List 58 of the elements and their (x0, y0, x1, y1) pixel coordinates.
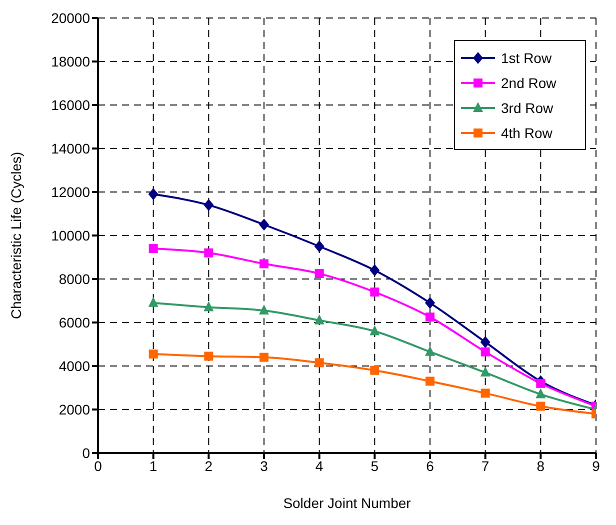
point (204, 301, 214, 312)
point (536, 378, 546, 388)
y-tick-label: 8000 (58, 270, 90, 287)
point (204, 199, 214, 212)
point (425, 296, 435, 309)
point (425, 346, 435, 356)
x-tick-label: 2 (204, 458, 213, 474)
point (259, 218, 269, 231)
y-axis-title: Characteristic Life (Cycles) (8, 152, 24, 320)
point (370, 366, 380, 375)
point (259, 304, 269, 315)
x-tick-label: 3 (260, 458, 268, 474)
y-tick-label: 12000 (51, 184, 90, 200)
point (314, 358, 324, 368)
legend-label: 1st Row (501, 50, 552, 66)
x-tick-label: 8 (536, 458, 545, 474)
point (314, 269, 324, 278)
y-tick-label: 0 (82, 444, 90, 461)
legend-label: 4th Row (501, 124, 552, 140)
point (536, 402, 546, 411)
y-tick-label: 6000 (58, 314, 90, 330)
point (536, 388, 546, 398)
x-tick-label: 7 (481, 458, 490, 474)
point (148, 244, 158, 254)
point (480, 366, 490, 377)
point (314, 240, 324, 252)
x-tick-label: 5 (370, 458, 379, 474)
x-tick-label: 6 (426, 458, 434, 474)
y-tick-label: 18000 (51, 53, 90, 70)
point (260, 352, 268, 362)
point (148, 350, 158, 359)
y-tick-label: 2000 (58, 401, 90, 418)
x-tick-label: 0 (94, 458, 102, 474)
point (148, 296, 158, 307)
y-tick-label: 20000 (51, 10, 90, 26)
x-tick-label: 9 (592, 458, 600, 474)
legend-label: 3rd Row (501, 100, 554, 116)
point (370, 264, 380, 276)
point (480, 336, 490, 348)
point (260, 259, 268, 268)
point (148, 188, 158, 200)
point (480, 388, 490, 398)
point (426, 376, 434, 386)
y-tick-label: 14000 (51, 140, 90, 156)
x-tick-label: 1 (149, 458, 158, 474)
point (314, 314, 324, 324)
point (370, 288, 380, 297)
x-tick-label: 4 (315, 458, 324, 474)
legend-label: 2nd Row (501, 74, 556, 90)
point (480, 347, 490, 356)
point (204, 248, 214, 258)
point (204, 352, 214, 361)
x-axis-title: Solder Joint Number (283, 494, 412, 511)
y-tick-label: 16000 (51, 96, 90, 113)
point (370, 325, 380, 336)
y-tick-label: 4000 (58, 358, 90, 374)
y-tick-label: 10000 (51, 227, 90, 244)
point (426, 312, 434, 322)
